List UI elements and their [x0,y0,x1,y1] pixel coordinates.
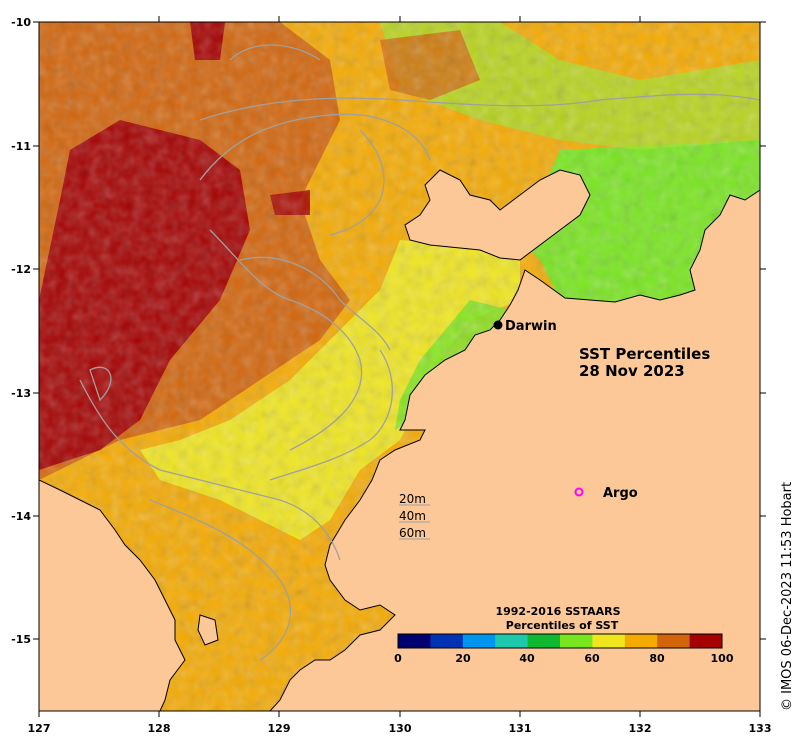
lon-tick-label: 131 [509,722,532,735]
colorbar-tick: 0 [394,652,402,665]
lon-tick-label: 132 [629,722,652,735]
map-title-line1: SST Percentiles [579,345,710,363]
lon-tick-label: 130 [389,722,412,735]
colorbar-cell [560,634,593,648]
lat-tick-label: -10 [11,16,31,29]
colorbar-cell [495,634,529,648]
lat-tick-label: -12 [11,263,31,276]
argo-label: Argo [603,486,638,501]
colorbar-cell [430,634,464,648]
colorbar-tick: 100 [711,652,734,665]
contour-label-40m: 40m [399,509,426,523]
lat-tick-labels: -10 -11 -12 -13 -14 -15 [11,16,31,646]
colorbar-cell [657,634,691,648]
colorbar-title-line2: Percentiles of SST [506,619,619,632]
lon-tick-labels: 127 128 129 130 131 132 133 [28,722,772,735]
argo-marker [574,487,584,497]
colorbar-title-line1: 1992-2016 SSTAARS [495,605,620,618]
map-plot-area [39,22,760,711]
bathymetry-contours [79,44,760,661]
colorbar-cell [592,634,626,648]
colorbar-tick: 40 [519,652,535,665]
colorbar-cell [527,634,561,648]
colorbar-frame [397,633,723,649]
colorbar-ticks: 0 20 40 60 80 100 [394,652,734,665]
colorbar-tick: 20 [455,652,471,665]
land-melville-bathurst [404,169,591,261]
colorbar-cell [462,634,496,648]
colorbar-tick: 60 [584,652,600,665]
colorbar: 1992-2016 SSTAARS Percentiles of SST 0 2… [394,605,734,665]
colorbar-cell [398,634,431,648]
map-title-line2: 28 Nov 2023 [579,362,685,380]
contour-label-60m: 60m [399,526,426,540]
colorbar-cell [624,634,658,648]
lon-tick-label: 127 [28,722,51,735]
lat-tick-label: -13 [11,387,31,400]
lat-tick-label: -11 [11,140,31,153]
darwin-label: Darwin [505,319,557,334]
lon-tick-label: 128 [148,722,171,735]
colorbar-cell [689,634,723,648]
land-sw-coast [39,479,186,711]
lon-tick-marks [38,16,761,717]
lat-tick-marks [33,21,766,640]
colorbar-cells [398,634,723,648]
lon-tick-label: 133 [749,722,772,735]
land-mainland [269,189,760,711]
contour-label-20m: 20m [399,492,426,506]
lat-tick-label: -14 [11,510,31,523]
lon-tick-label: 129 [268,722,291,735]
lat-tick-label: -15 [11,633,31,646]
contour-legend: 20m 40m 60m [399,492,430,540]
colorbar-tick: 80 [649,652,665,665]
darwin-marker [493,320,503,330]
credit-text: © IMOS 06-Dec-2023 11:53 Hobart [780,482,795,711]
land-sw-islands [197,614,219,646]
